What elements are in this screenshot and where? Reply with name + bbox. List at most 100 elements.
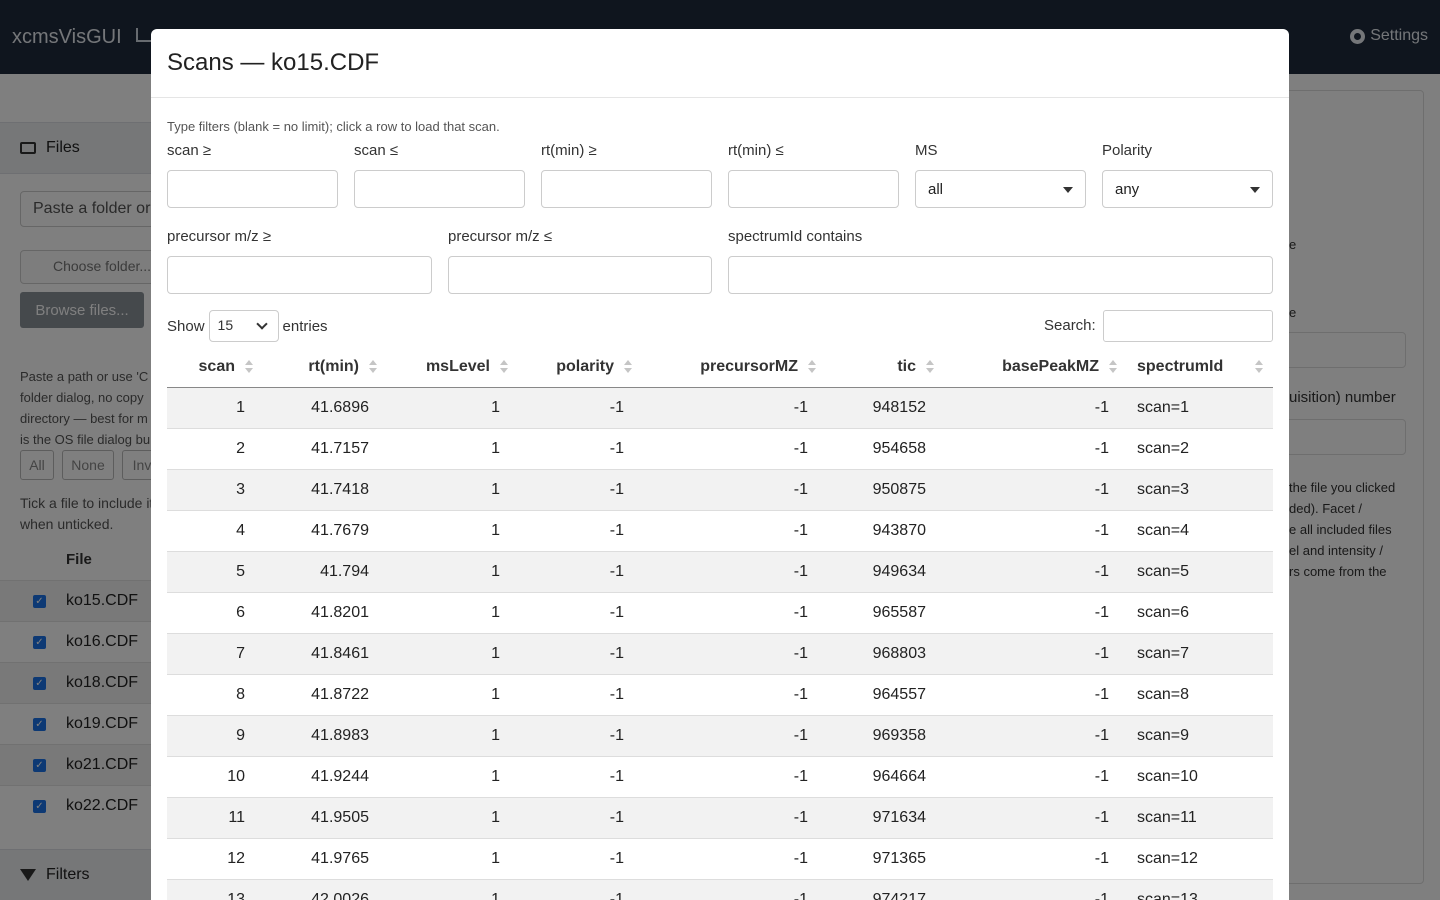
- modal-header: Scans — ko15.CDF: [151, 29, 1289, 98]
- column-header-tic[interactable]: tic: [826, 347, 944, 388]
- column-label: scan: [198, 357, 235, 375]
- table-cell: 1: [387, 386, 518, 428]
- polarity-label: Polarity: [1102, 142, 1153, 159]
- table-cell: 1: [387, 837, 518, 879]
- table-row[interactable]: 1 41.6896 1 -1 -1 948152 -1 scan=1: [167, 386, 1273, 428]
- table-row[interactable]: 4 41.7679 1 -1 -1 943870 -1 scan=4: [167, 509, 1273, 551]
- table-row[interactable]: 8 41.8722 1 -1 -1 964557 -1 scan=8: [167, 673, 1273, 715]
- table-cell: 948152: [826, 386, 944, 428]
- table-row[interactable]: 7 41.8461 1 -1 -1 968803 -1 scan=7: [167, 632, 1273, 674]
- column-header-rt[interactable]: rt(min): [263, 347, 387, 388]
- table-cell: 41.9244: [263, 755, 387, 797]
- table-cell: -1: [518, 837, 642, 879]
- table-cell: -1: [944, 591, 1127, 633]
- column-header-basepeakmz[interactable]: basePeakMZ: [944, 347, 1127, 388]
- table-cell: -1: [944, 386, 1127, 428]
- modal-title: Scans — ko15.CDF: [167, 49, 380, 76]
- column-header-polarity[interactable]: polarity: [518, 347, 642, 388]
- column-header-precursormz[interactable]: precursorMZ: [642, 347, 826, 388]
- table-cell: -1: [944, 427, 1127, 469]
- rt-max-label: rt(min) ≤: [728, 142, 784, 159]
- table-row[interactable]: 3 41.7418 1 -1 -1 950875 -1 scan=3: [167, 468, 1273, 510]
- table-row[interactable]: 11 41.9505 1 -1 -1 971634 -1 scan=11: [167, 796, 1273, 838]
- table-cell: -1: [642, 837, 826, 879]
- table-cell: -1: [518, 632, 642, 674]
- table-row[interactable]: 9 41.8983 1 -1 -1 969358 -1 scan=9: [167, 714, 1273, 756]
- table-cell: -1: [944, 673, 1127, 715]
- table-cell: scan=10: [1127, 755, 1273, 797]
- column-header-mslevel[interactable]: msLevel: [387, 347, 518, 388]
- column-label: precursorMZ: [700, 357, 798, 375]
- table-cell: -1: [642, 591, 826, 633]
- precursor-max-input[interactable]: [448, 256, 712, 294]
- table-cell: 41.9505: [263, 796, 387, 838]
- entries-select[interactable]: 15: [208, 310, 279, 342]
- table-cell: 1: [387, 591, 518, 633]
- table-cell: 974217: [826, 878, 944, 900]
- scan-min-input[interactable]: [167, 170, 338, 208]
- table-cell: -1: [518, 796, 642, 838]
- scan-max-input[interactable]: [354, 170, 525, 208]
- table-cell: scan=2: [1127, 427, 1273, 469]
- polarity-value: any: [1115, 181, 1140, 198]
- table-cell: 1: [387, 632, 518, 674]
- ms-level-select[interactable]: all: [915, 170, 1086, 208]
- column-label: rt(min): [308, 357, 359, 375]
- table-cell: 971634: [826, 796, 944, 838]
- table-cell: -1: [518, 878, 642, 900]
- table-row[interactable]: 6 41.8201 1 -1 -1 965587 -1 scan=6: [167, 591, 1273, 633]
- spectrum-contains-input[interactable]: [728, 256, 1273, 294]
- table-cell: 41.7418: [263, 468, 387, 510]
- precursor-min-label: precursor m/z ≥: [167, 228, 272, 245]
- sort-icon: [245, 360, 253, 374]
- table-row[interactable]: 13 42.0026 1 -1 -1 974217 -1 scan=13: [167, 878, 1273, 900]
- table-cell: -1: [642, 386, 826, 428]
- sort-icon: [926, 360, 934, 374]
- table-cell: scan=8: [1127, 673, 1273, 715]
- table-cell: -1: [518, 550, 642, 592]
- table-cell: scan=6: [1127, 591, 1273, 633]
- table-cell: -1: [518, 386, 642, 428]
- table-cell: -1: [642, 755, 826, 797]
- table-cell: 949634: [826, 550, 944, 592]
- sort-icon: [1255, 360, 1263, 374]
- table-cell: -1: [642, 427, 826, 469]
- column-header-spectrumid[interactable]: spectrumId: [1127, 347, 1273, 388]
- sort-icon: [1109, 360, 1117, 374]
- table-cell: 5: [167, 550, 263, 592]
- table-cell: -1: [944, 796, 1127, 838]
- table-cell: 1: [387, 468, 518, 510]
- column-label: tic: [897, 357, 916, 375]
- table-cell: -1: [642, 714, 826, 756]
- polarity-select[interactable]: any: [1102, 170, 1273, 208]
- table-cell: 1: [387, 673, 518, 715]
- filter-hint: Type filters (blank = no limit); click a…: [167, 119, 500, 134]
- table-row[interactable]: 5 41.794 1 -1 -1 949634 -1 scan=5: [167, 550, 1273, 592]
- table-row[interactable]: 10 41.9244 1 -1 -1 964664 -1 scan=10: [167, 755, 1273, 797]
- table-cell: 41.8201: [263, 591, 387, 633]
- rt-min-input[interactable]: [541, 170, 712, 208]
- rt-max-input[interactable]: [728, 170, 899, 208]
- table-cell: -1: [642, 796, 826, 838]
- table-cell: -1: [944, 468, 1127, 510]
- table-cell: 12: [167, 837, 263, 879]
- page-length-control: Show 15 entries: [167, 310, 328, 342]
- table-cell: 41.7157: [263, 427, 387, 469]
- table-cell: 4: [167, 509, 263, 551]
- table-row[interactable]: 2 41.7157 1 -1 -1 954658 -1 scan=2: [167, 427, 1273, 469]
- show-label: Show: [167, 317, 205, 335]
- column-header-scan[interactable]: scan: [167, 347, 263, 388]
- table-header-row: scan rt(min) msLevel polarity precursorM…: [167, 347, 1273, 388]
- table-cell: scan=5: [1127, 550, 1273, 592]
- table-cell: 3: [167, 468, 263, 510]
- ms-level-value: all: [928, 181, 944, 198]
- precursor-min-input[interactable]: [167, 256, 432, 294]
- search-input[interactable]: [1103, 310, 1273, 342]
- table-cell: scan=12: [1127, 837, 1273, 879]
- column-label: polarity: [556, 357, 614, 375]
- table-cell: 1: [387, 796, 518, 838]
- table-cell: 41.9765: [263, 837, 387, 879]
- table-cell: scan=4: [1127, 509, 1273, 551]
- table-cell: -1: [642, 632, 826, 674]
- table-row[interactable]: 12 41.9765 1 -1 -1 971365 -1 scan=12: [167, 837, 1273, 879]
